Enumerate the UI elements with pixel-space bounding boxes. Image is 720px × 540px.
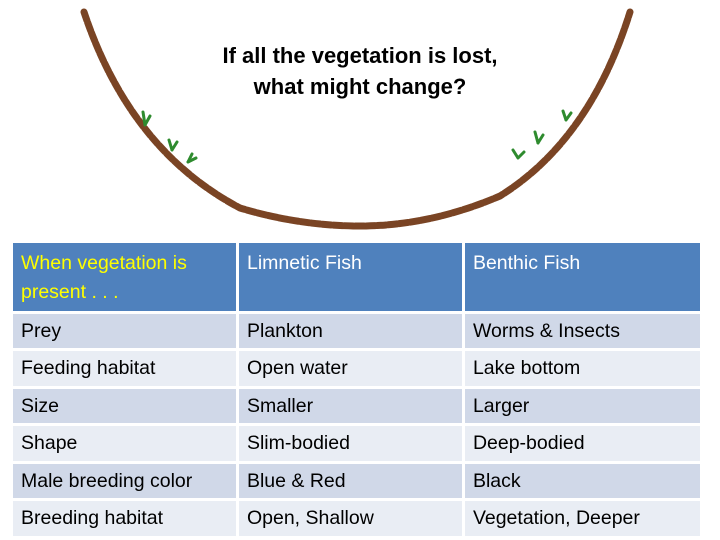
benthic-value: Worms & Insects <box>464 314 700 348</box>
question-line-1: If all the vegetation is lost, <box>222 43 498 68</box>
row-label: Male breeding color <box>13 464 236 498</box>
benthic-value: Larger <box>464 389 700 423</box>
row-label: Shape <box>13 426 236 461</box>
benthic-value: Lake bottom <box>464 351 700 386</box>
table-row: Breeding habitat Open, Shallow Vegetatio… <box>13 501 700 536</box>
limnetic-value: Open, Shallow <box>238 501 462 536</box>
table-row: Prey Plankton Worms & Insects <box>13 314 700 348</box>
table-row: Feeding habitat Open water Lake bottom <box>13 351 700 386</box>
limnetic-value: Plankton <box>238 314 462 348</box>
header-limnetic: Limnetic Fish <box>238 243 462 311</box>
header-condition: When vegetation is present . . . <box>13 243 236 311</box>
lake-basin-outline <box>80 8 634 230</box>
limnetic-value: Slim-bodied <box>238 426 462 461</box>
question-text: If all the vegetation is lost, what migh… <box>160 40 560 102</box>
row-label: Breeding habitat <box>13 501 236 536</box>
benthic-value: Vegetation, Deeper <box>464 501 700 536</box>
header-benthic: Benthic Fish <box>464 243 700 311</box>
limnetic-value: Open water <box>238 351 462 386</box>
limnetic-value: Smaller <box>238 389 462 423</box>
row-label: Feeding habitat <box>13 351 236 386</box>
limnetic-value: Blue & Red <box>238 464 462 498</box>
row-label: Prey <box>13 314 236 348</box>
lake-cross-section <box>80 8 634 230</box>
table-row: Size Smaller Larger <box>13 389 700 423</box>
row-label: Size <box>13 389 236 423</box>
fish-comparison-table: When vegetation is present . . . Limneti… <box>10 240 703 539</box>
table-row: Shape Slim-bodied Deep-bodied <box>13 426 700 461</box>
table-row: Male breeding color Blue & Red Black <box>13 464 700 498</box>
table-header-row: When vegetation is present . . . Limneti… <box>13 243 700 311</box>
vegetation-right <box>511 109 573 160</box>
benthic-value: Deep-bodied <box>464 426 700 461</box>
vegetation-left <box>141 110 198 164</box>
question-line-2: what might change? <box>253 74 467 99</box>
benthic-value: Black <box>464 464 700 498</box>
